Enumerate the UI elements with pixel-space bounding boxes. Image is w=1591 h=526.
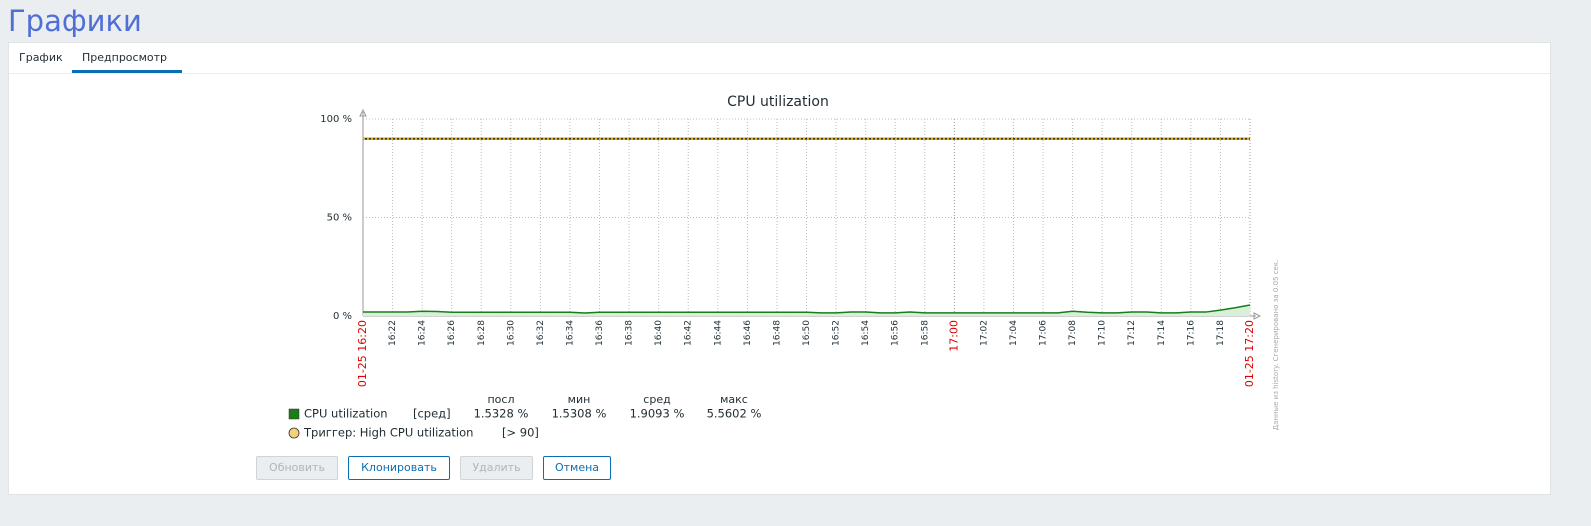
x-tick-label: 16:58: [920, 320, 930, 346]
x-tick-label: 16:36: [595, 320, 605, 346]
y-tick-label: 50 %: [327, 213, 352, 224]
y-tick-label: 100 %: [320, 114, 352, 125]
y-tick-label: 0 %: [333, 311, 352, 322]
x-tick-label: 17:16: [1186, 320, 1196, 346]
x-tick-label: 17:06: [1039, 320, 1049, 346]
button[interactable]: Отмена: [543, 456, 611, 480]
chart-title: CPU utilization: [727, 94, 829, 110]
button: Удалить: [460, 456, 533, 480]
x-tick-label: 17:02: [979, 320, 989, 346]
x-tick-label: 16:26: [447, 320, 457, 346]
x-tick-label: 16:34: [565, 320, 575, 346]
x-tick-label: 16:54: [861, 320, 871, 346]
legend-function: [сред]: [413, 407, 451, 421]
x-tick-label: 17:14: [1157, 320, 1167, 346]
button[interactable]: Клонировать: [348, 456, 450, 480]
x-tick-label: 16:28: [477, 320, 487, 346]
legend-swatch: [288, 427, 300, 439]
footnote: Данные из history. Сгенерировано за 0.05…: [1272, 260, 1280, 431]
x-tick-label: 16:50: [802, 320, 812, 346]
legend-stat: 1.9093 %: [630, 407, 685, 421]
legend-header: посл: [487, 393, 514, 406]
x-tick-label: 16:38: [625, 320, 635, 346]
axis-arrow: [1253, 312, 1262, 320]
legend-header: мин: [568, 393, 591, 406]
x-tick-label: 16:40: [654, 320, 664, 346]
x-tick-label: 16:32: [536, 320, 546, 346]
tab-bar: График Предпросмотр: [9, 43, 1550, 74]
page-title: Графики: [8, 4, 142, 38]
legend-stat: 5.5602 %: [707, 407, 762, 421]
area: [363, 305, 1250, 316]
legend-label: Триггер: High CPU utilization: [303, 426, 473, 440]
x-tick-label: 01-25 17:20: [1243, 320, 1256, 387]
legend-header: сред: [643, 393, 671, 406]
tab[interactable]: График: [19, 51, 63, 64]
x-tick-label: 17:08: [1068, 320, 1078, 346]
x-tick-label: 16:48: [772, 320, 782, 346]
x-tick-label: 17:00: [947, 320, 960, 352]
axis-arrow: [359, 108, 367, 117]
x-tick-label: 17:18: [1216, 320, 1226, 346]
x-tick-label: 16:24: [418, 320, 428, 346]
x-tick-label: 16:56: [891, 320, 901, 346]
legend-swatch: [288, 408, 300, 420]
x-tick-label: 16:30: [506, 320, 516, 346]
legend-label: CPU utilization: [304, 407, 388, 421]
x-tick-label: 16:46: [743, 320, 753, 346]
button: Обновить: [256, 456, 338, 480]
x-tick-label: 16:44: [713, 320, 723, 346]
x-tick-label: 16:42: [684, 320, 694, 346]
line: [363, 304, 1251, 314]
x-tick-label: 17:04: [1009, 320, 1019, 346]
legend-stat: 1.5308 %: [552, 407, 607, 421]
legend-stat: 1.5328 %: [474, 407, 529, 421]
legend-header: макс: [720, 393, 748, 406]
x-tick-label: 17:12: [1127, 320, 1137, 346]
legend-label: [> 90]: [502, 426, 539, 440]
x-tick-label: 17:10: [1098, 320, 1108, 346]
tab[interactable]: Предпросмотр: [72, 43, 182, 73]
x-tick-label: 16:22: [388, 320, 398, 346]
x-tick-label: 16:52: [832, 320, 842, 346]
panel: График Предпросмотр: [8, 42, 1551, 495]
x-tick-label: 01-25 16:20: [356, 320, 369, 387]
